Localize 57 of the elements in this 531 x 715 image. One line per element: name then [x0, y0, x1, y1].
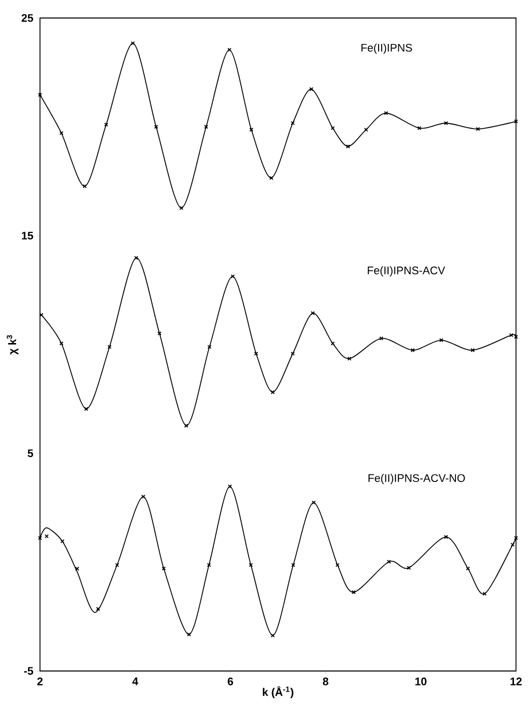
point: [96, 606, 100, 612]
point: [204, 124, 208, 129]
point: [104, 122, 108, 127]
point: [379, 336, 384, 340]
x-tick-label: 8: [322, 678, 328, 686]
point: [410, 348, 415, 352]
point: [269, 176, 274, 180]
point: [384, 111, 388, 116]
point: [141, 494, 146, 499]
point: [82, 184, 87, 188]
point: [107, 344, 112, 349]
point: [310, 311, 315, 316]
point: [60, 539, 64, 544]
point: [444, 534, 448, 539]
point: [115, 562, 120, 568]
point: [228, 484, 232, 488]
point: [206, 562, 212, 568]
point: [309, 87, 314, 92]
annotation: Fe(II)IPNS-ACV: [368, 266, 446, 276]
point: [157, 331, 162, 336]
y-axis-title: χ k$^{3}$: [6, 335, 18, 355]
y-tick-label: 5: [28, 450, 34, 458]
point: [248, 562, 253, 568]
x-tick-label: 2: [37, 678, 43, 686]
x-tick-label: 6: [228, 678, 234, 686]
point: [330, 126, 335, 130]
x-tick-label: 4: [132, 678, 138, 686]
point: [59, 341, 64, 346]
point: [186, 632, 192, 636]
x-tick-label: 12: [510, 678, 522, 686]
point: [270, 390, 275, 394]
point: [335, 562, 340, 568]
point: [184, 424, 188, 428]
x-axis-title: k (Å$^{-1}$): [262, 686, 294, 698]
point: [444, 121, 448, 126]
point: [510, 542, 515, 547]
y-tick-label: -5: [24, 667, 34, 675]
y-tick-label: 25: [22, 14, 34, 22]
point: [476, 126, 480, 132]
point: [470, 348, 475, 352]
point: [179, 206, 184, 210]
point: [249, 128, 254, 132]
point: [207, 344, 212, 349]
y-tick-label: 15: [22, 232, 34, 240]
point: [466, 566, 470, 571]
point: [154, 124, 158, 129]
point: [230, 274, 235, 278]
point: [75, 566, 80, 571]
annotation: Fe(II)IPNS-ACV-NO: [368, 474, 465, 484]
x-tick-label: 10: [415, 678, 426, 686]
point: [439, 338, 444, 342]
point: [44, 534, 49, 538]
point: [130, 41, 135, 46]
point: [352, 590, 356, 594]
point: [290, 352, 295, 356]
annotation: Fe(II)IPNS: [361, 44, 412, 54]
point: [346, 144, 350, 148]
